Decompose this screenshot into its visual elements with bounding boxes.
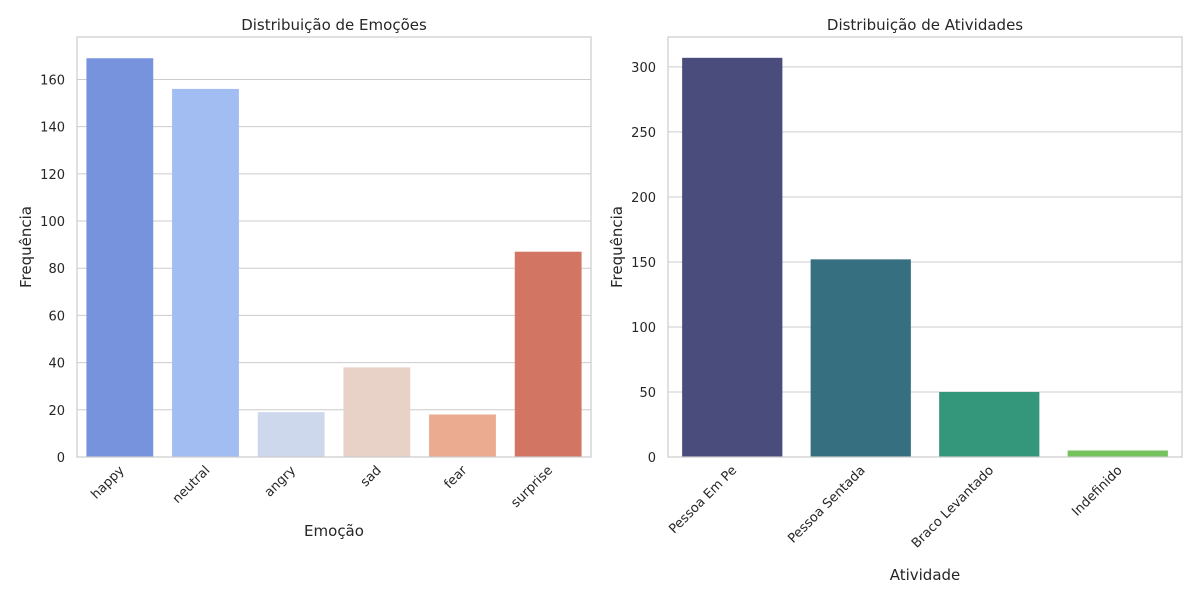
bar-angry [257, 412, 325, 457]
bar-surprise [514, 251, 582, 457]
chart-activities-yticks: 0 50 100 150 200 250 300 [631, 61, 656, 466]
y-tick-label-40: 40 [48, 357, 65, 372]
y-tick-label-250: 250 [631, 126, 656, 141]
y-tick-label-60: 60 [48, 309, 65, 324]
x-tick-label-neutral: neutral [170, 463, 213, 506]
chart-emotions-xticks: happy neutral angry sad fear surprise [88, 463, 556, 511]
chart-emotions-bars [86, 58, 582, 458]
y-tick-label-140: 140 [40, 121, 65, 136]
chart-activities: Distribuição de Atividades 0 50 100 150 200 2… [608, 16, 1183, 584]
y-tick-label-50: 50 [639, 386, 656, 401]
x-tick-label-pessoa-em-pe: Pessoa Em Pe [666, 463, 740, 537]
chart-emotions-xlabel: Emoção [304, 522, 364, 540]
y-tick-label-0: 0 [57, 451, 65, 466]
y-tick-label-150: 150 [631, 256, 656, 271]
bar-happy [86, 58, 154, 457]
y-tick-label-200: 200 [631, 191, 656, 206]
chart-activities-ylabel: Frequência [608, 206, 626, 288]
x-tick-label-surprise: surprise [508, 463, 556, 511]
chart-emotions-title: Distribuição de Emoções [241, 16, 427, 34]
x-tick-label-fear: fear [441, 463, 470, 492]
chart-emotions: Distribuição de Emoções 0 20 40 60 80 100 120 1… [17, 16, 592, 540]
y-tick-label-160: 160 [40, 73, 65, 88]
chart-activities-title: Distribuição de Atividades [827, 16, 1023, 34]
x-tick-label-angry: angry [262, 463, 299, 500]
bar-sad [343, 367, 411, 457]
bar-pessoa-em-pe [682, 57, 783, 457]
bar-fear [429, 414, 496, 457]
bar-neutral [172, 88, 239, 458]
chart-emotions-ylabel: Frequência [17, 206, 35, 288]
bar-pessoa-sentada [810, 259, 911, 457]
chart-activities-xticks: Pessoa Em Pe Pessoa Sentada Braco Levantad… [666, 463, 1125, 551]
bar-braco-levantado [939, 391, 1040, 457]
y-tick-label-100: 100 [40, 215, 65, 230]
bar-indefinido [1067, 450, 1168, 457]
x-tick-label-braco-levantado: Braco Levantado [909, 463, 997, 551]
x-tick-label-sad: sad [358, 463, 385, 490]
x-tick-label-happy: happy [88, 463, 127, 502]
x-tick-label-pessoa-sentada: Pessoa Sentada [785, 463, 868, 546]
y-tick-label-120: 120 [40, 168, 65, 183]
chart-emotions-yticks: 0 20 40 60 80 100 120 140 160 [40, 73, 65, 466]
chart-emotions-grid [77, 78, 591, 458]
y-tick-label-0: 0 [648, 451, 656, 466]
chart-emotions-frame [76, 36, 592, 458]
x-tick-label-indefinido: Indefinido [1069, 463, 1125, 519]
chart-activities-xlabel: Atividade [890, 566, 961, 584]
y-tick-label-300: 300 [631, 61, 656, 76]
y-tick-label-80: 80 [48, 262, 65, 277]
y-tick-label-20: 20 [48, 404, 65, 419]
y-tick-label-100: 100 [631, 321, 656, 336]
chart-activities-frame [667, 36, 1183, 458]
chart-activities-bars [682, 57, 1168, 457]
